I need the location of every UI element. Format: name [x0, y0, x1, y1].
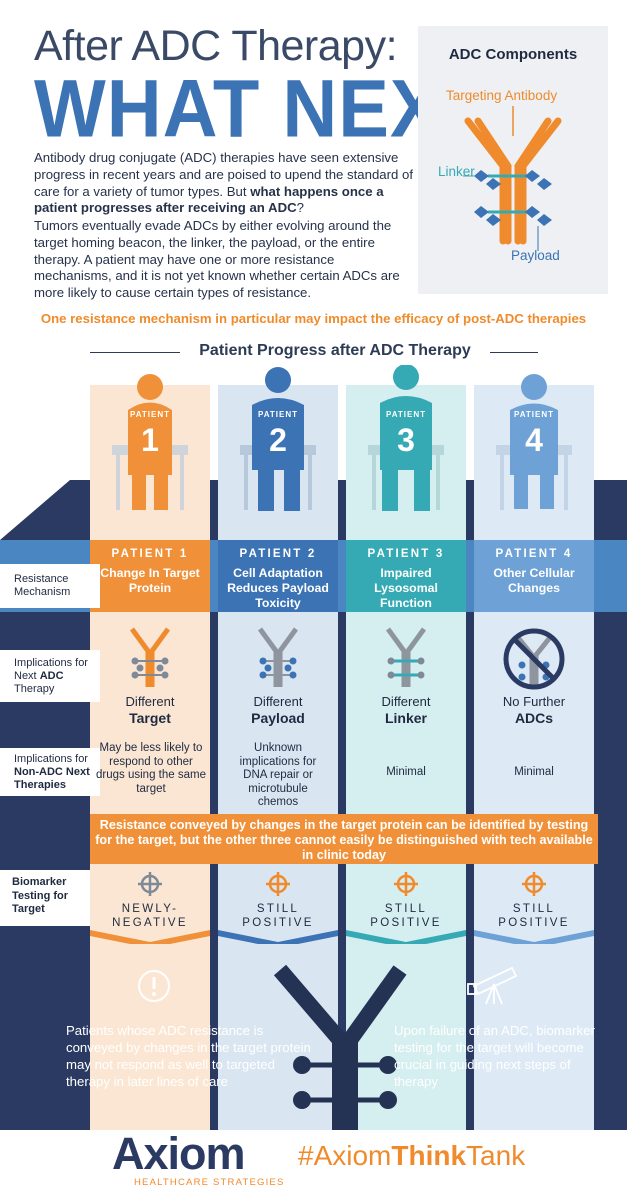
mechanism-text: Change In Target Protein — [100, 566, 200, 595]
patient-header: PATIENT 2 — [239, 548, 317, 560]
patient-label: PATIENT — [385, 410, 427, 419]
patient-column-1 — [90, 385, 210, 1130]
progress-header: Patient Progress after ADC Therapy — [199, 342, 471, 359]
antibody-icon-orange — [129, 627, 171, 687]
target-icon — [522, 872, 546, 896]
patient-figure-4 — [496, 374, 572, 510]
biomarker-status: NEWLY-NEGATIVE — [112, 903, 188, 929]
row-label-biomarker: Biomarker Testing for Target — [0, 870, 102, 926]
large-antibody-graphic — [273, 964, 407, 1130]
antibody-diagram-icon — [463, 106, 562, 251]
divider — [490, 352, 538, 353]
row-label-mechanism: Resistance Mechanism — [0, 564, 100, 608]
patient-header: PATIENT 3 — [367, 548, 445, 560]
antibody-icon-linker — [385, 627, 427, 687]
patient-figure-3 — [368, 365, 444, 511]
page-title: After ADC Therapy: — [34, 22, 398, 70]
patient-label: PATIENT — [257, 410, 299, 419]
implication-text: Different Linker — [381, 694, 431, 726]
non-adc-text: Minimal — [514, 766, 554, 778]
target-icon — [138, 872, 162, 896]
implication-icons — [129, 627, 565, 690]
intro-paragraph-2: Tumors eventually evade ADCs by either e… — [34, 218, 400, 301]
mechanism-text: Cell Adaptation Reduces Payload Toxicity — [227, 566, 329, 610]
column-1-band — [90, 540, 210, 612]
patient-number: 2 — [269, 422, 287, 458]
target-icon — [394, 872, 418, 896]
warning-icon — [138, 970, 170, 1002]
implication-text: Different Target — [125, 694, 175, 726]
label-linker: Linker — [438, 164, 475, 179]
label-payload: Payload — [511, 248, 560, 263]
highlight-text: One resistance mechanism in particular m… — [40, 311, 587, 326]
non-adc-text: May be less likely to respond to other d… — [96, 742, 206, 795]
resistance-banner: Resistance conveyed by changes in the ta… — [90, 814, 598, 864]
mechanism-text: Other Cellular Changes — [493, 566, 575, 595]
patient-header: PATIENT 1 — [111, 548, 189, 560]
biomarker-status: STILL POSITIVE — [498, 903, 570, 929]
antibody-icon-payload — [257, 627, 299, 687]
patient-figures — [112, 365, 572, 511]
adc-components-box: ADC Components Targeting Antibody Linker… — [418, 26, 608, 294]
patient-label: PATIENT — [513, 410, 555, 419]
divider — [90, 352, 180, 353]
patient-number: 4 — [525, 422, 543, 458]
mechanism-text: Impaired Lysosomal Function — [374, 566, 438, 610]
biomarker-status: STILL POSITIVE — [370, 903, 442, 929]
implication-text: No Further ADCs — [502, 694, 566, 726]
telescope-icon — [467, 966, 518, 1005]
patient-label: PATIENT — [129, 410, 171, 419]
brand-tagline: HEALTHCARE STRATEGIES — [134, 1177, 285, 1188]
non-adc-text: Minimal — [386, 766, 426, 778]
non-adc-text: Unknown implications for DNA repair or m… — [239, 742, 317, 808]
column-3-band — [346, 540, 466, 612]
brand-logo: Axiom — [112, 1128, 246, 1179]
implication-text: Different Payload — [251, 694, 305, 726]
patient-figure-1 — [112, 374, 188, 510]
bottom-left-text: Patients whose ADC resistance is conveye… — [66, 1023, 311, 1089]
patient-number: 1 — [141, 422, 159, 458]
patient-header: PATIENT 4 — [495, 548, 573, 560]
patient-number: 3 — [397, 422, 415, 458]
target-icon — [266, 872, 290, 896]
footer — [0, 1130, 627, 1200]
intro-paragraph-1: Antibody drug conjugate (ADC) therapies … — [34, 150, 414, 216]
biomarker-cells — [90, 864, 594, 944]
row-label-next-adc: Implications for Next ADC Therapy — [0, 650, 100, 702]
column-4-band — [474, 540, 594, 612]
bottom-right-text: Upon failure of an ADC, biomarker testin… — [394, 1023, 595, 1089]
biomarker-status: STILL POSITIVE — [242, 903, 314, 929]
patient-figure-2 — [240, 367, 316, 511]
column-2-band — [218, 540, 338, 612]
hashtag: #AxiomThinkTank — [298, 1140, 526, 1171]
patient-column-4 — [474, 385, 594, 1130]
components-title: ADC Components — [448, 46, 578, 63]
no-adc-icon — [503, 628, 565, 690]
row-label-non-adc: Implications for Non-ADC Next Therapies — [0, 748, 100, 796]
label-antibody: Targeting Antibody — [446, 88, 558, 103]
